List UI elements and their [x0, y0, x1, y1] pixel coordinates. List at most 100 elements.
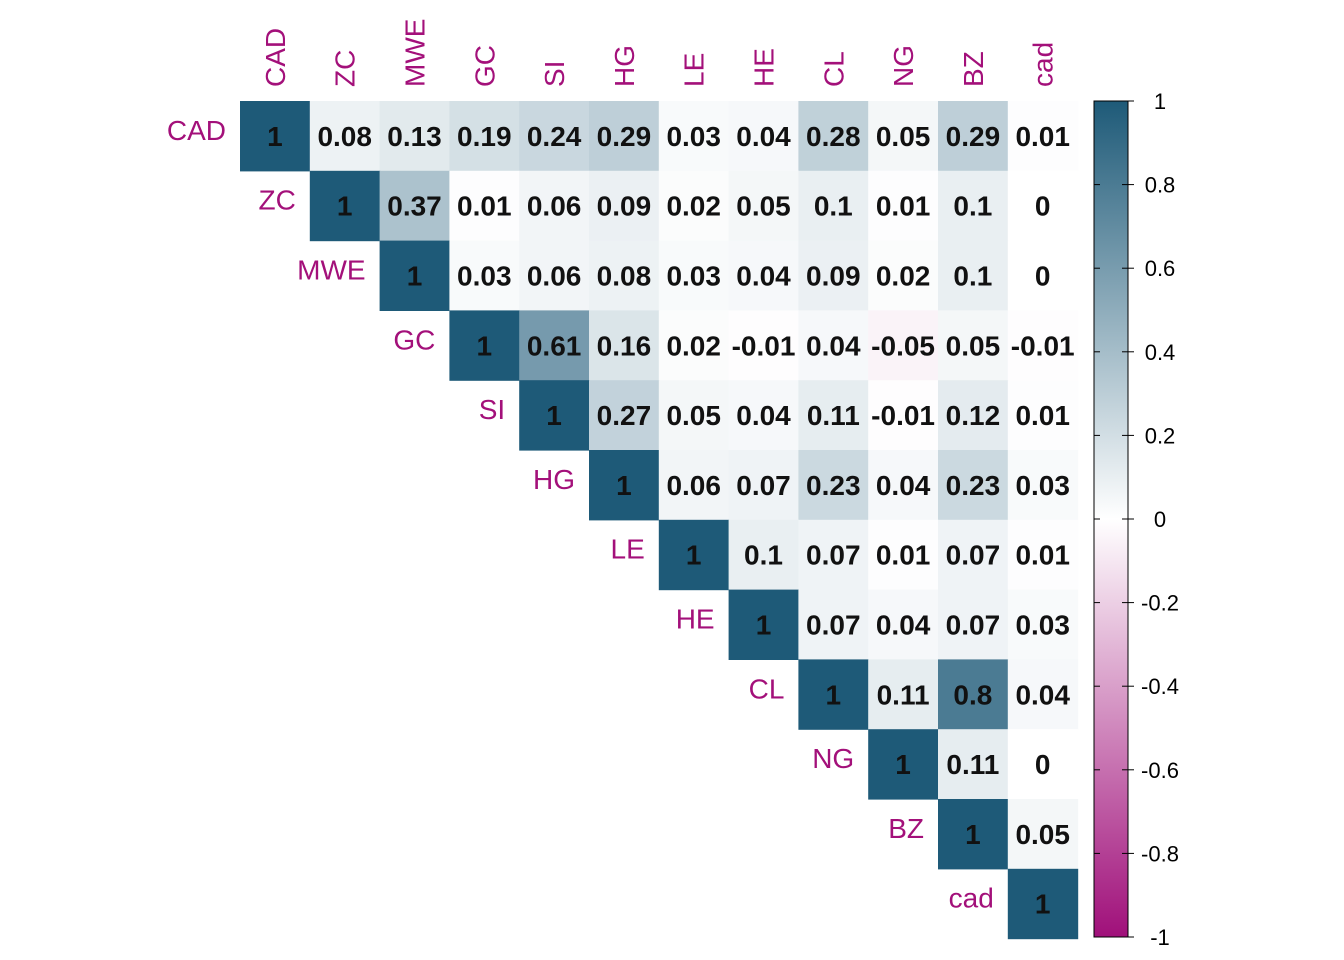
column-label-CL: CL	[818, 51, 849, 87]
cell-value-LE-HE: 0.1	[744, 540, 783, 571]
cell-value-ZC-cad: 0	[1035, 191, 1051, 222]
legend-tick-label-5: 0	[1154, 507, 1166, 532]
heatmap-cell-CAD-cad	[1007, 101, 1079, 172]
cell-value-CAD-BZ: 0.29	[946, 121, 1001, 152]
cell-value-LE-CL: 0.07	[806, 540, 861, 571]
heatmap-cell-ZC-LE	[658, 170, 730, 242]
cell-value-CAD-CAD: 1	[267, 121, 283, 152]
cell-value-LE-NG: 0.01	[876, 540, 931, 571]
heatmap-cell-SI-LE	[658, 380, 730, 451]
cell-value-HG-LE: 0.06	[666, 470, 721, 501]
heatmap-cell-ZC-GC	[449, 170, 520, 242]
column-label-cad: cad	[1028, 42, 1059, 87]
heatmap-cell-MWE-NG	[868, 240, 939, 311]
cell-value-MWE-cad: 0	[1035, 261, 1051, 292]
heatmap-cell-GC-BZ	[938, 310, 1009, 381]
heatmap-cell-CAD-HE	[728, 101, 799, 172]
heatmap-cell-ZC-HE	[728, 170, 799, 242]
heatmap-cell-CL-cad	[1007, 659, 1079, 730]
heatmap-cell-LE-BZ	[938, 519, 1009, 591]
column-label-NG: NG	[888, 45, 919, 87]
heatmap-cell-MWE-SI	[519, 240, 590, 311]
heatmap-cell-MWE-CL	[798, 240, 869, 311]
heatmap-cell-HG-NG	[868, 450, 939, 521]
legend-tick-label-9: -0.8	[1141, 841, 1179, 866]
heatmap-cell-CAD-CAD	[240, 101, 311, 172]
column-label-HE: HE	[749, 48, 780, 87]
row-label-HG: HG	[533, 464, 575, 495]
cell-value-SI-HE: 0.04	[736, 400, 791, 431]
cell-value-SI-cad: 0.01	[1015, 400, 1070, 431]
column-label-CAD: CAD	[260, 28, 291, 87]
cell-value-SI-CL: 0.11	[807, 400, 860, 431]
cell-value-CAD-GC: 0.19	[457, 121, 512, 152]
row-label-LE: LE	[611, 534, 645, 565]
cell-value-GC-LE: 0.02	[666, 330, 721, 361]
heatmap-cell-SI-SI	[519, 380, 590, 451]
heatmap-cell-BZ-BZ	[938, 799, 1009, 870]
heatmap-cell-ZC-BZ	[938, 170, 1009, 242]
heatmap-cell-CAD-CL	[798, 101, 869, 172]
cell-value-MWE-HE: 0.04	[736, 261, 791, 292]
cell-value-MWE-GC: 0.03	[457, 261, 512, 292]
heatmap-cell-SI-BZ	[938, 380, 1009, 451]
heatmap-cell-CL-CL	[798, 659, 869, 730]
cell-value-GC-GC: 1	[477, 330, 493, 361]
column-labels: CAD ZC MWE GC SI HG LE HE CL NG BZ cad	[260, 19, 1059, 87]
heatmap-cell-MWE-GC	[449, 240, 520, 311]
heatmap-cell-LE-NG	[868, 519, 939, 591]
heatmap-cell-HE-BZ	[938, 589, 1009, 660]
cell-value-MWE-NG: 0.02	[876, 261, 931, 292]
heatmap-cell-GC-NG	[868, 310, 939, 381]
cell-value-ZC-SI: 0.06	[527, 191, 582, 222]
color-legend: 1 0.8 0.6 0.4 0.2 0 -0.2 -0.4 -0.6 -0.8 -1	[1093, 89, 1179, 950]
heatmap-cell-SI-CL	[798, 380, 869, 451]
cell-value-CAD-MWE: 0.13	[387, 121, 442, 152]
heatmap-cell-HE-CL	[798, 589, 869, 660]
cell-value-HG-HE: 0.07	[736, 470, 791, 501]
heatmap-cell-GC-HG	[589, 310, 660, 381]
heatmap-cell-MWE-MWE	[379, 240, 450, 311]
legend-tick-label-8: -0.6	[1141, 758, 1179, 783]
cell-value-HG-CL: 0.23	[806, 470, 861, 501]
heatmap-cell-NG-NG	[868, 729, 939, 800]
heatmap-cell-CAD-SI	[519, 101, 590, 172]
cell-value-CL-cad: 0.04	[1015, 679, 1070, 710]
heatmap-cell-CL-NG	[868, 659, 939, 730]
cell-value-MWE-CL: 0.09	[806, 261, 861, 292]
cell-value-LE-BZ: 0.07	[946, 540, 1001, 571]
column-label-ZC: ZC	[330, 50, 361, 87]
cell-value-SI-HG: 0.27	[597, 400, 652, 431]
heatmap-cell-LE-CL	[798, 519, 869, 591]
cell-value-CL-BZ: 0.8	[953, 679, 992, 710]
heatmap-cell-HG-cad	[1007, 450, 1079, 521]
cell-value-CL-CL: 1	[826, 679, 842, 710]
row-label-MWE: MWE	[297, 255, 365, 286]
heatmap-cell-HG-BZ	[938, 450, 1009, 521]
cell-value-GC-BZ: 0.05	[946, 330, 1001, 361]
heatmap-cell-CAD-HG	[589, 101, 660, 172]
heatmap-cell-ZC-HG	[589, 170, 660, 242]
heatmap-cell-HE-NG	[868, 589, 939, 660]
heatmap-cell-ZC-SI	[519, 170, 590, 242]
column-label-MWE: MWE	[400, 19, 431, 87]
legend-tick-label-3: 0.4	[1145, 340, 1176, 365]
cell-value-HE-cad: 0.03	[1015, 610, 1070, 641]
heatmap-cell-HG-CL	[798, 450, 869, 521]
heatmap-cell-MWE-LE	[658, 240, 730, 311]
cell-value-HE-CL: 0.07	[806, 610, 861, 641]
legend-tick-label-2: 0.6	[1145, 256, 1176, 281]
heatmap-cell-CL-BZ	[938, 659, 1009, 730]
cell-value-MWE-BZ: 0.1	[953, 261, 992, 292]
cell-value-SI-LE: 0.05	[666, 400, 721, 431]
cell-value-CAD-CL: 0.28	[806, 121, 861, 152]
legend-tick-label-1: 0.8	[1145, 173, 1176, 198]
cell-value-CL-NG: 0.11	[877, 679, 930, 710]
cell-value-HG-cad: 0.03	[1015, 470, 1070, 501]
heatmap-cell-HE-cad	[1007, 589, 1079, 660]
cell-value-GC-SI: 0.61	[527, 330, 582, 361]
legend-tick-label-6: -0.2	[1141, 591, 1179, 616]
cell-value-ZC-LE: 0.02	[666, 191, 721, 222]
cell-value-CAD-NG: 0.05	[876, 121, 931, 152]
column-label-LE: LE	[679, 53, 710, 87]
